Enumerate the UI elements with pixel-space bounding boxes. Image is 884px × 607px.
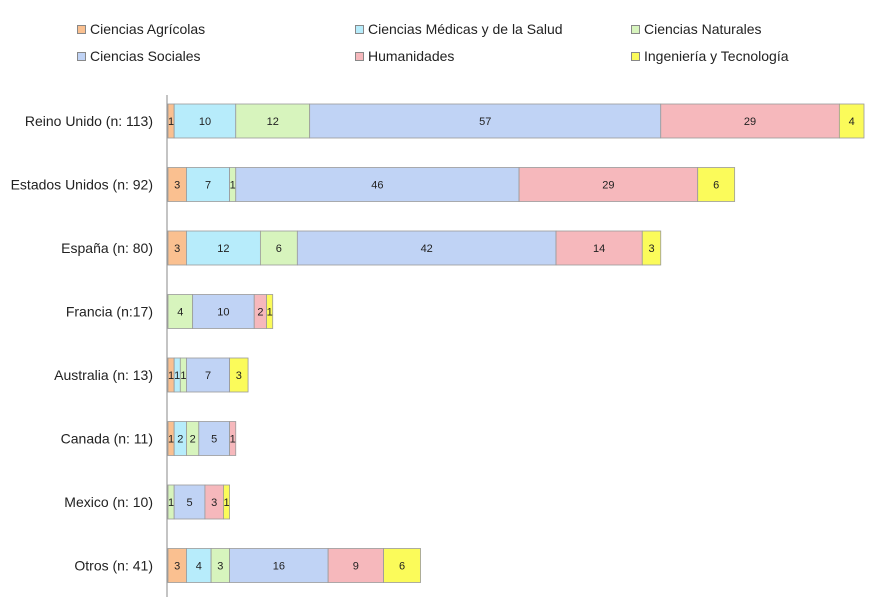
legend-label: Ciencias Agrícolas <box>90 21 206 37</box>
legend-item-ciencias-agricolas: Ciencias Agrícolas <box>77 20 205 38</box>
legend-swatch <box>631 51 640 61</box>
data-label: 1 <box>168 497 174 509</box>
data-label: 4 <box>849 116 855 128</box>
data-label: 10 <box>217 307 229 319</box>
bar-segment-ciencias-sociales <box>229 548 329 583</box>
data-label: 4 <box>177 307 183 319</box>
data-label: 1 <box>168 116 174 128</box>
bar-segment-ciencias-medicas-y-de-la-salud <box>186 548 212 583</box>
data-label: 3 <box>648 243 654 255</box>
data-label: 9 <box>353 561 359 573</box>
bar-segment-humanidades <box>518 167 699 202</box>
data-label: 3 <box>211 497 217 509</box>
bar-segment-ciencias-naturales <box>167 294 194 329</box>
category-label: Canada (n: 11) <box>61 431 153 447</box>
data-label: 1 <box>168 434 174 446</box>
legend-swatch <box>77 24 86 34</box>
bar-segment-ciencias-medicas-y-de-la-salud <box>173 103 237 139</box>
data-label: 29 <box>744 116 756 128</box>
data-label: 57 <box>479 116 491 128</box>
data-label: 3 <box>236 370 242 382</box>
data-label: 12 <box>217 243 229 255</box>
data-label: 12 <box>267 116 279 128</box>
data-label: 3 <box>174 561 180 573</box>
bar-segment-ciencias-sociales <box>192 294 255 329</box>
legend-swatch <box>355 24 364 34</box>
data-label: 2 <box>177 434 183 446</box>
data-label: 2 <box>257 307 263 319</box>
data-label: 6 <box>713 180 719 192</box>
data-label: 3 <box>174 180 180 192</box>
legend-swatch <box>77 51 86 61</box>
category-label: Francia (n:17) <box>66 304 153 320</box>
data-label: 1 <box>180 370 186 382</box>
bar-segment-ingenieria-y-tecnologia <box>229 357 249 393</box>
bar-segment-ciencias-sociales <box>309 103 662 139</box>
data-label: 1 <box>230 434 236 446</box>
data-label: 3 <box>174 243 180 255</box>
data-label: 1 <box>223 497 229 509</box>
category-label: Reino Unido (n: 113) <box>25 113 153 129</box>
bar-segment-ingenieria-y-tecnologia <box>838 103 865 139</box>
bar-segment-ciencias-sociales <box>296 230 557 266</box>
bar-segment-humanidades <box>555 230 643 266</box>
bar-segment-ciencias-medicas-y-de-la-salud <box>186 230 261 266</box>
category-label: Australia (n: 13) <box>54 367 153 383</box>
legend-swatch <box>355 51 364 61</box>
category-label: España (n: 80) <box>61 240 153 256</box>
bar-segment-ciencias-sociales <box>235 167 520 202</box>
legend-label: Humanidades <box>368 48 455 64</box>
category-label: Estados Unidos (n: 92) <box>11 177 153 193</box>
legend-item-ciencias-sociales: Ciencias Sociales <box>77 47 201 65</box>
data-label: 1 <box>174 370 180 382</box>
data-label: 16 <box>273 561 285 573</box>
legend-item-ingenieria-y-tecnologia: Ingeniería y Tecnología <box>631 47 789 65</box>
category-label: Mexico (n: 10) <box>64 494 153 510</box>
data-label: 46 <box>371 180 383 192</box>
data-label: 5 <box>211 434 217 446</box>
data-label: 1 <box>168 370 174 382</box>
data-label: 29 <box>602 180 614 192</box>
bar-segment-ingenieria-y-tecnologia <box>266 294 274 329</box>
category-label: Otros (n: 41) <box>74 558 153 574</box>
bar-segment-humanidades <box>660 103 840 139</box>
data-label: 7 <box>205 370 211 382</box>
data-label: 4 <box>196 561 202 573</box>
data-label: 3 <box>217 561 223 573</box>
bar-segment-ingenieria-y-tecnologia <box>641 230 662 266</box>
data-label: 2 <box>190 434 196 446</box>
data-label: 1 <box>267 307 273 319</box>
bar-segment-ingenieria-y-tecnologia <box>697 167 736 202</box>
data-label: 6 <box>399 561 405 573</box>
bar-segment-ciencias-sociales <box>198 421 230 456</box>
data-label: 1 <box>230 180 236 192</box>
legend-item-ciencias-naturales: Ciencias Naturales <box>631 20 762 38</box>
legend-swatch <box>631 24 640 34</box>
bar-segment-ingenieria-y-tecnologia <box>223 484 230 520</box>
legend-item-ciencias-medicas-y-de-la-salud: Ciencias Médicas y de la Salud <box>355 20 563 38</box>
legend-label: Ciencias Naturales <box>644 21 762 37</box>
data-label: 5 <box>186 497 192 509</box>
bar-segment-ciencias-sociales <box>173 484 206 520</box>
legend-label: Ciencias Sociales <box>90 48 201 64</box>
legend-label: Ciencias Médicas y de la Salud <box>368 21 563 37</box>
bar-segment-humanidades <box>229 421 237 456</box>
data-label: 10 <box>199 116 211 128</box>
bar-segment-ingenieria-y-tecnologia <box>383 548 421 583</box>
legend-label: Ingeniería y Tecnología <box>644 48 789 64</box>
legend-item-humanidades: Humanidades <box>355 47 454 65</box>
data-label: 7 <box>205 180 211 192</box>
bar-segment-ciencias-medicas-y-de-la-salud <box>186 167 230 202</box>
bar-segment-ciencias-naturales <box>259 230 298 266</box>
data-label: 6 <box>276 243 282 255</box>
bar-segment-ciencias-sociales <box>186 357 230 393</box>
data-label: 42 <box>421 243 433 255</box>
data-label: 14 <box>593 243 605 255</box>
